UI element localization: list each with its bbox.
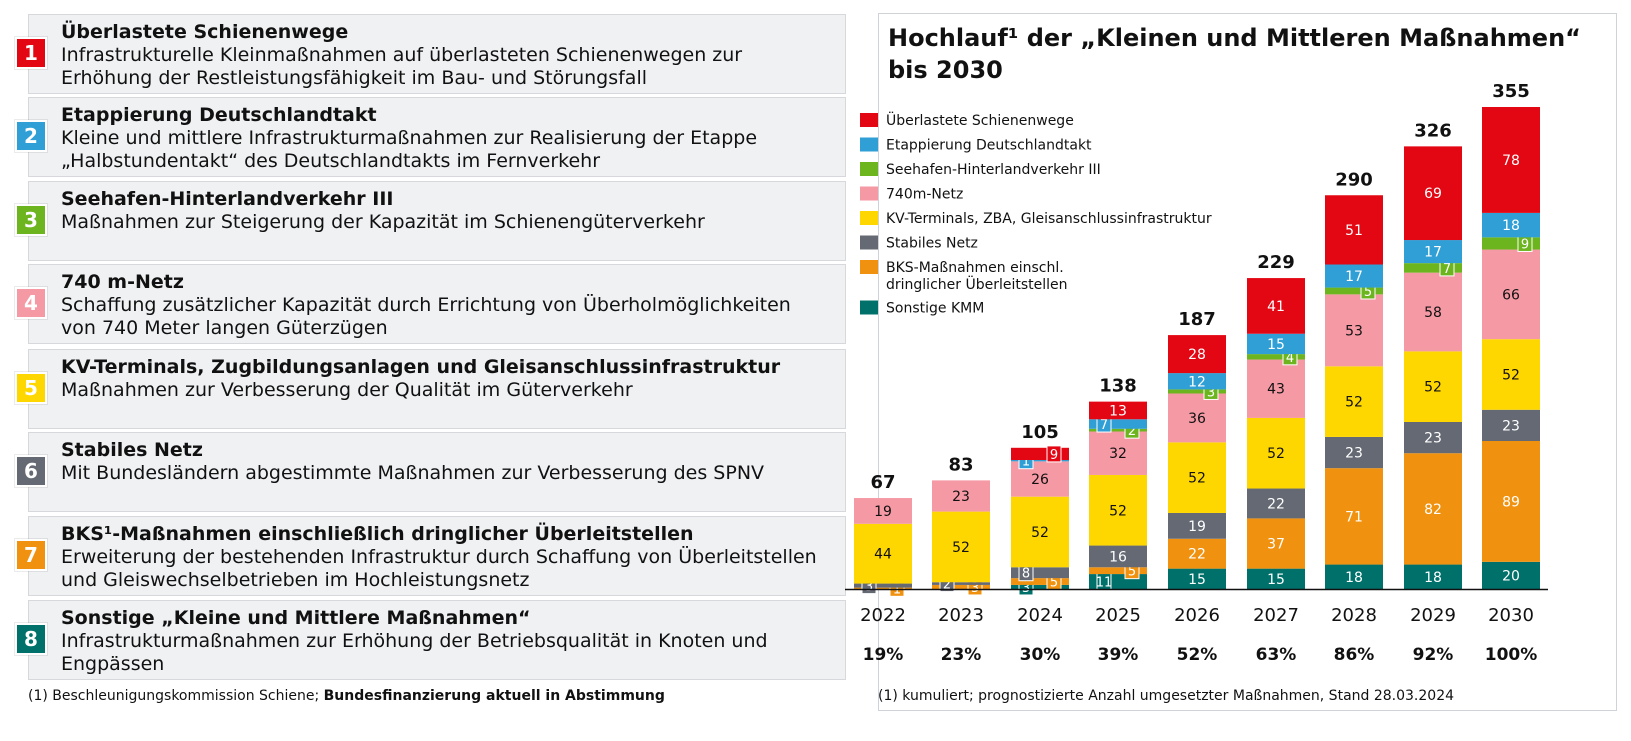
measure-description-line2: „Halbstundentakt“ des Deutschlandtakts i… bbox=[61, 150, 601, 172]
measure-number-badge: 5 bbox=[15, 372, 47, 404]
chart-title-line2: bis 2030 bbox=[888, 56, 1003, 84]
measure-number-badge: 8 bbox=[15, 623, 47, 655]
legend-swatch bbox=[860, 137, 878, 152]
measure-number-badge: 3 bbox=[15, 204, 47, 236]
legend-swatch bbox=[860, 113, 878, 127]
measure-card-5: 5 KV-Terminals, Zugbildungsanlagen und Gl… bbox=[15, 349, 846, 429]
measure-description-line1: Erweiterung der bestehenden Infrastruktu… bbox=[61, 546, 817, 568]
measure-description: Kleine und mittlere Infrastrukturmaßnahm… bbox=[61, 127, 757, 173]
measure-number-badge: 7 bbox=[15, 539, 47, 571]
measure-card-6: 6 Stabiles Netz Mit Bundesländern abgestim… bbox=[15, 432, 846, 512]
bar-value-label: 3 bbox=[865, 580, 873, 595]
measure-description: Maßnahmen zur Steigerung der Kapazität i… bbox=[61, 211, 705, 234]
measure-description-line1: Infrastrukturelle Kleinmaßnahmen auf übe… bbox=[61, 44, 743, 66]
measure-description: Schaffung zusätzlicher Kapazität durch E… bbox=[61, 294, 791, 340]
bar-value-tag bbox=[861, 577, 877, 595]
measure-description-line1: Maßnahmen zur Steigerung der Kapazität i… bbox=[61, 211, 705, 233]
measure-card-7: 7 BKS¹-Maßnahmen einschließlich dringlich… bbox=[15, 516, 846, 596]
legend-swatch bbox=[860, 211, 878, 225]
legend-swatch bbox=[860, 162, 878, 176]
legend-swatch bbox=[860, 235, 878, 250]
measure-number-badge: 6 bbox=[15, 455, 47, 487]
measure-card-8: 8 Sonstige „Kleine und Mittlere Maßnahmen… bbox=[15, 600, 846, 680]
legend-swatch bbox=[860, 260, 878, 274]
footnote-left-bold: Bundesfinanzierung aktuell in Abstimmung bbox=[323, 688, 665, 704]
measure-description: Mit Bundesländern abgestimmte Maßnahmen … bbox=[61, 462, 764, 485]
footnote-right: (1) kumuliert; prognostizierte Anzahl um… bbox=[878, 688, 1455, 704]
footnote-left-regular: (1) Beschleunigungskommission Schiene; bbox=[28, 688, 324, 704]
measure-card-2: 2 Etappierung Deutschlandtakt Kleine und m… bbox=[15, 97, 846, 177]
measure-title: Sonstige „Kleine und Mittlere Maßnahmen“ bbox=[61, 607, 531, 629]
measure-description-line2: Erhöhung der Restleistungsfähigkeit im B… bbox=[61, 67, 648, 89]
measure-number-badge: 2 bbox=[15, 120, 47, 152]
measure-title: Stabiles Netz bbox=[61, 439, 203, 461]
measure-card-4: 4 740 m-Netz Schaffung zusätzlicher Kapazi… bbox=[15, 264, 846, 344]
measure-description-line1: Infrastrukturmaßnahmen zur Erhöhung der … bbox=[61, 630, 768, 652]
measure-description: Infrastrukturelle Kleinmaßnahmen auf übe… bbox=[61, 44, 742, 90]
measure-title: BKS¹-Maßnahmen einschließlich dringliche… bbox=[61, 523, 694, 545]
measure-number-badge: 4 bbox=[15, 287, 47, 319]
measure-description-line1: Maßnahmen zur Verbesserung der Qualität … bbox=[61, 379, 633, 401]
measure-title: Überlastete Schienenwege bbox=[61, 21, 349, 43]
measure-title: KV-Terminals, Zugbildungsanlagen und Gle… bbox=[61, 356, 781, 378]
measure-description-line2: von 740 Meter langen Güterzügen bbox=[61, 317, 388, 339]
measure-description: Infrastrukturmaßnahmen zur Erhöhung der … bbox=[61, 630, 768, 676]
chart-title-line1: Hochlauf¹ der „Kleinen und Mittleren Maß… bbox=[888, 24, 1581, 52]
measure-description-line1: Mit Bundesländern abgestimmte Maßnahmen … bbox=[61, 462, 765, 484]
measure-card-3: 3 Seehafen-Hinterlandverkehr III Maßnahmen… bbox=[15, 181, 846, 261]
measure-number-badge: 1 bbox=[15, 37, 47, 69]
measure-title: Seehafen-Hinterlandverkehr III bbox=[61, 188, 394, 210]
legend-swatch bbox=[860, 186, 878, 201]
chart-title: Hochlauf¹ der „Kleinen und Mittleren Maß… bbox=[888, 22, 1581, 86]
measure-description: Maßnahmen zur Verbesserung der Qualität … bbox=[61, 379, 633, 402]
measure-title: 740 m-Netz bbox=[61, 271, 184, 293]
measure-description: Erweiterung der bestehenden Infrastruktu… bbox=[61, 546, 817, 592]
measure-description-line2: und Gleiswechselbetrieben im Hochleistun… bbox=[61, 569, 530, 591]
measure-description-line1: Schaffung zusätzlicher Kapazität durch E… bbox=[61, 294, 791, 316]
legend-swatch bbox=[860, 300, 878, 315]
chart-panel bbox=[878, 13, 1617, 711]
footnote-left: (1) Beschleunigungskommission Schiene; B… bbox=[28, 688, 665, 704]
measure-description-line1: Kleine und mittlere Infrastrukturmaßnahm… bbox=[61, 127, 758, 149]
measure-description-line2: Engpässen bbox=[61, 653, 165, 675]
measure-card-1: 1 Überlastete Schienenwege Infrastrukturel… bbox=[15, 14, 846, 94]
measure-title: Etappierung Deutschlandtakt bbox=[61, 104, 377, 126]
